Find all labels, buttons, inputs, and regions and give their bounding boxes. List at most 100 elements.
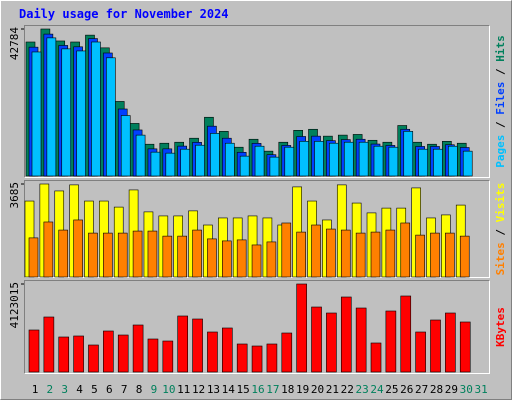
bar [236,239,247,278]
bar [132,230,143,278]
bar [222,327,233,373]
bar [281,222,292,278]
bar [73,335,84,373]
bar [403,131,414,177]
bar [445,232,455,278]
bar [459,235,470,278]
bar [239,155,250,177]
legend-entry: Pages [494,135,507,168]
bar [269,156,280,177]
bar [296,231,306,278]
bar [162,235,173,278]
bar [314,140,324,177]
legend-separator: / [494,115,507,135]
bar [355,307,367,373]
bar [400,295,412,373]
bar [266,343,278,373]
bar [58,336,70,373]
legend-separator: / [494,62,507,82]
panel-border-dark [24,25,490,178]
bar [459,321,471,373]
bar [445,312,456,373]
bar [150,151,161,177]
x-tick-label: 29 [445,383,458,396]
legend-entry: Files [494,82,507,115]
bar [251,345,263,373]
x-tick-label: 12 [192,383,205,396]
bar [147,230,158,278]
bar [284,146,295,177]
bar [91,41,101,177]
x-tick-label: 11 [177,383,190,396]
x-tick-label: 31 [474,383,487,396]
bar [106,57,116,177]
bar [370,231,381,278]
bar [192,318,203,373]
bar [329,142,339,177]
x-tick-label: 9 [151,383,158,396]
legend: Pages / Files / Hits [494,35,507,168]
bar [254,145,265,177]
bar [388,146,399,177]
bar [385,229,396,278]
bar [58,229,69,278]
bar [207,331,218,373]
bar [340,296,352,373]
panel-border-light [24,280,490,374]
x-tick-label: 1 [32,383,39,396]
bar [225,142,235,177]
bar [415,331,426,373]
bar [180,148,190,177]
bar [76,50,86,177]
bar [43,221,54,278]
x-tick-label: 15 [237,383,250,396]
bar [88,344,99,373]
x-tick-label: 2 [47,383,54,396]
bar [88,232,98,278]
x-tick-label: 7 [121,383,128,396]
legend-entry: Sites [494,242,507,275]
panel-border-dark [24,280,490,374]
bar [135,134,146,177]
legend: KBytes [494,307,507,347]
x-tick-label: 4 [76,383,83,396]
x-tick-label: 18 [281,383,294,396]
bar [120,115,131,177]
x-tick-label: 20 [311,383,324,396]
legend: Sites / Visits [494,183,507,276]
bar [61,48,72,177]
bar [430,232,440,278]
bar [340,229,351,278]
bar [195,144,205,177]
bar [117,334,129,373]
x-tick-label: 30 [460,383,473,396]
bar [355,232,366,278]
panel-border-light [24,180,490,278]
x-tick-label: 24 [370,383,384,396]
bar [207,238,217,278]
bar [46,37,57,177]
bar [373,145,384,177]
bar [326,312,337,373]
y-tick-label: 4123015 [8,282,21,328]
bar [28,237,39,278]
x-tick-label: 14 [222,383,236,396]
legend-separator: / [494,222,507,242]
bar [370,342,382,373]
bar [400,222,411,278]
bar [177,235,187,278]
y-tick-label: 42784 [8,27,21,60]
bar [448,145,458,177]
x-tick-label: 10 [162,383,175,396]
bar [192,229,202,278]
bar [418,148,428,177]
bar [358,141,369,177]
bar [117,232,128,278]
bar [73,219,83,278]
bar [177,315,188,373]
x-tick-label: 17 [266,383,279,396]
bar [147,338,159,373]
x-tick-label: 13 [207,383,220,396]
x-tick-label: 5 [91,383,98,396]
